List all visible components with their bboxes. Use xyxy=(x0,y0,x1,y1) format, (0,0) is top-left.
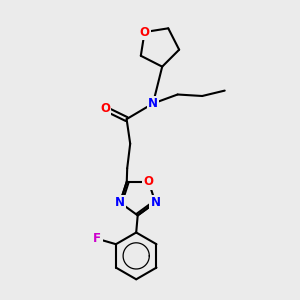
Text: N: N xyxy=(148,97,158,110)
Text: O: O xyxy=(144,175,154,188)
Text: N: N xyxy=(115,196,125,209)
Text: N: N xyxy=(150,196,161,209)
Text: F: F xyxy=(93,232,101,245)
Text: O: O xyxy=(140,26,150,39)
Text: O: O xyxy=(100,102,110,115)
